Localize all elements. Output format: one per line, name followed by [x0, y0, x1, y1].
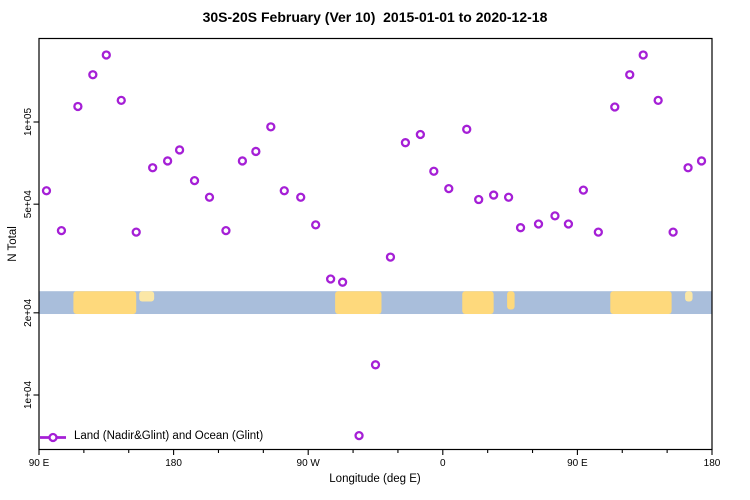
data-point [204, 192, 215, 202]
data-point [311, 220, 321, 230]
data-point [73, 101, 83, 112]
data-point [296, 192, 306, 202]
data-point [400, 138, 411, 148]
data-point [515, 223, 526, 233]
data-point [148, 163, 158, 173]
data-point [354, 430, 364, 441]
data-point [266, 122, 276, 132]
y-tick-label: 5e+04 [23, 190, 34, 219]
map-band-land [139, 291, 155, 302]
data-point [41, 186, 52, 196]
y-tick-label: 1e+04 [23, 381, 34, 410]
y-tick-label: 1e+05 [23, 108, 34, 137]
x-tick-label: 180 [704, 458, 721, 469]
x-tick-label: 90 E [29, 458, 50, 469]
data-point [625, 70, 635, 80]
map-band-land [685, 291, 693, 302]
data-point [488, 190, 499, 200]
data-point [88, 70, 98, 80]
data-point [683, 163, 693, 173]
x-tick-label: 90 E [567, 458, 588, 469]
data-point [370, 360, 381, 370]
map-band-land [610, 291, 672, 315]
data-point [337, 277, 348, 287]
map-band-land [507, 291, 515, 310]
legend-label: Land (Nadir&Glint) and Ocean (Glint) [74, 430, 264, 442]
data-point [578, 185, 589, 195]
x-tick-label: 90 W [297, 458, 321, 469]
map-band-land [73, 291, 137, 315]
data-point [251, 146, 261, 157]
plot-border [38, 37, 713, 451]
map-band-land [335, 291, 382, 315]
data-point [279, 186, 289, 196]
data-point [385, 252, 396, 262]
data-point [563, 219, 574, 229]
data-point [533, 219, 544, 229]
data-point [429, 166, 439, 176]
data-point [444, 183, 454, 194]
data-point [131, 227, 141, 237]
data-point [189, 175, 200, 186]
data-point [462, 124, 472, 134]
map-band-land [462, 291, 494, 315]
x-tick-label: 0 [440, 458, 446, 469]
y-tick-label: 2e+04 [23, 298, 34, 327]
data-point [56, 225, 67, 236]
x-tick-label: 180 [165, 458, 182, 469]
data-point [503, 192, 514, 202]
data-point [696, 156, 707, 166]
data-point [653, 95, 663, 106]
y-axis-title-text: N Total [7, 226, 19, 262]
x-axis-title: Longitude (deg E) [329, 473, 421, 485]
data-point [101, 50, 111, 60]
data-point [638, 50, 648, 60]
data-point [116, 95, 126, 106]
data-point [237, 156, 248, 166]
data-point [668, 227, 678, 237]
chart-title: 30S-20S February (Ver 10) 2015-01-01 to … [202, 9, 548, 25]
data-point [593, 227, 603, 237]
data-point [325, 274, 336, 284]
data-point [162, 156, 173, 166]
data-point [174, 145, 185, 155]
data-point [221, 225, 231, 236]
legend-marker-icon [48, 432, 58, 443]
data-point [474, 194, 484, 205]
data-point [415, 129, 426, 140]
data-point [550, 211, 560, 221]
data-point [610, 102, 620, 112]
